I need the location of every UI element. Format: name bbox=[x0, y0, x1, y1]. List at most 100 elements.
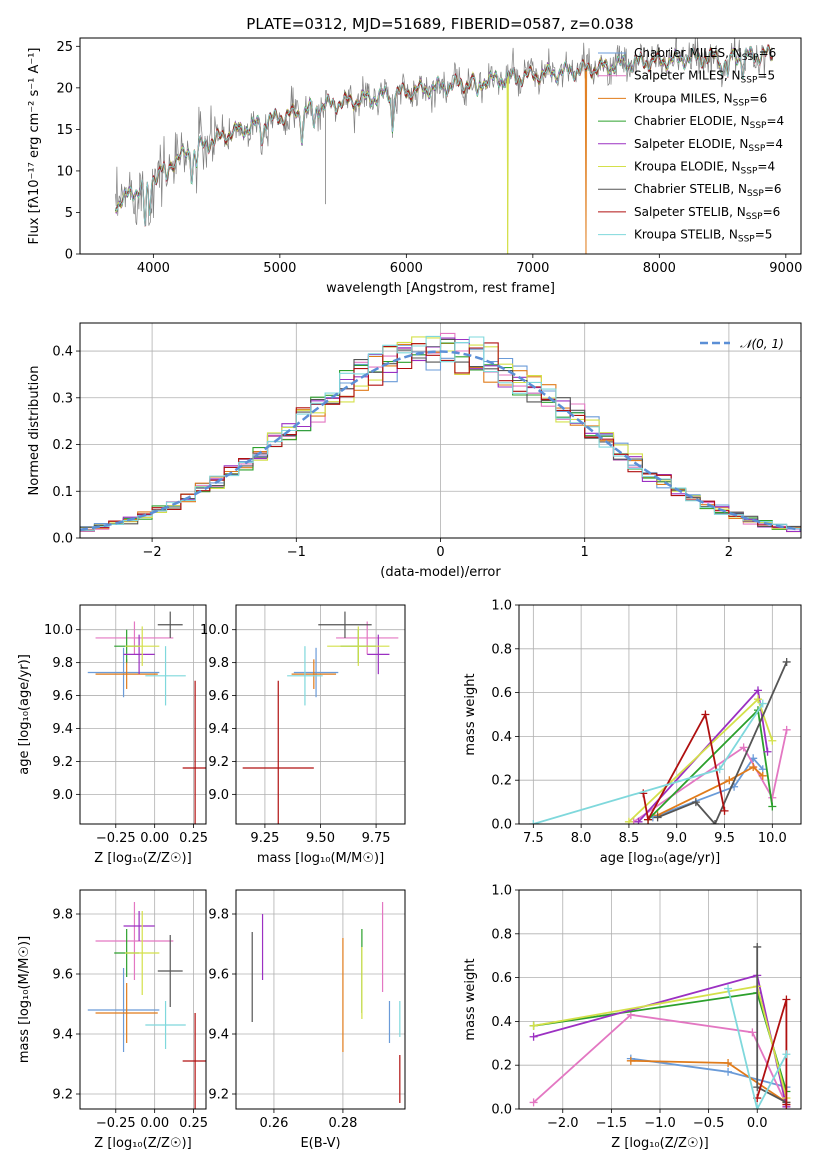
x-tick-label: 1 bbox=[581, 545, 589, 560]
axes-frame bbox=[518, 889, 802, 1110]
x-tick-label: 9.5 bbox=[714, 831, 735, 846]
axes-frame bbox=[79, 604, 207, 825]
y-axis-label: mass [log₁₀(M/M☉)] bbox=[17, 936, 32, 1063]
y-tick-label: 9.6 bbox=[208, 689, 229, 704]
weight-marker bbox=[753, 686, 762, 695]
x-tick-label: 9.0 bbox=[666, 831, 687, 846]
x-axis-label: Z [log₁₀(Z/Z☉)] bbox=[611, 1136, 708, 1151]
legend-label: Kroupa MILES, NSSP=6 bbox=[634, 91, 767, 108]
weight-marker bbox=[768, 802, 777, 811]
plot-area-weight-vs-Z bbox=[529, 942, 791, 1109]
y-tick-label: 9.2 bbox=[52, 755, 73, 770]
axes-frame bbox=[79, 37, 802, 255]
x-tick-label: 0.00 bbox=[140, 831, 169, 846]
y-tick-label: 0.1 bbox=[52, 485, 73, 500]
plot-area-residuals bbox=[80, 332, 801, 533]
x-tick-label: 2 bbox=[725, 545, 733, 560]
y-tick-label: 9.8 bbox=[52, 656, 73, 671]
y-tick-label: 9.4 bbox=[208, 722, 229, 737]
axes-residuals: −2 −1 0 1 2 0.0 0.1 0.2 0.3 0.4 (data-model)/error… bbox=[27, 322, 802, 580]
axes-mass-vs-Z: −0.25 0.00 0.25 9.2 9.4 9.6 9.8 Z [log₁₀(Z/Z☉)]… bbox=[17, 889, 208, 1151]
legend-label: Chabrier STELIB, NSSP=6 bbox=[634, 182, 782, 199]
y-tick-label: 0.4 bbox=[52, 345, 73, 360]
weight-marker bbox=[653, 813, 662, 822]
y-tick-label: 20 bbox=[56, 81, 73, 96]
axes-frame bbox=[79, 889, 207, 1110]
axes-weight-vs-Z: −2.0 −1.5 −1.0 −0.5 0.0 0.0 0.2 0.4 0.6 0.8 1.0 Z [… bbox=[463, 884, 802, 1151]
y-axis-label: Flux [fλ10⁻¹⁷ erg cm⁻² s⁻¹ A⁻¹] bbox=[27, 48, 42, 245]
x-tick-label: 0.25 bbox=[179, 831, 208, 846]
y-tick-label: 0.3 bbox=[52, 391, 73, 406]
axes-frame bbox=[235, 604, 406, 825]
y-tick-label: 9.6 bbox=[52, 689, 73, 704]
y-axis-label: age [log₁₀(age/yr)] bbox=[17, 654, 32, 775]
legend-label: Salpeter MILES, NSSP=5 bbox=[634, 69, 775, 86]
y-tick-label: 9.8 bbox=[52, 908, 73, 923]
weight-marker bbox=[626, 1056, 635, 1065]
axes-frame bbox=[79, 322, 802, 539]
weight-marker bbox=[782, 1050, 791, 1059]
x-axis-label: mass [log₁₀(M/M☉)] bbox=[257, 851, 384, 866]
x-tick-label: 0.25 bbox=[179, 1116, 208, 1131]
weight-line-salpeter-stelib bbox=[642, 711, 726, 823]
y-tick-label: 9.2 bbox=[208, 1088, 229, 1103]
plot-area-age-vs-mass bbox=[242, 611, 399, 824]
x-tick-label: 9.25 bbox=[250, 831, 279, 846]
y-tick-label: 9.4 bbox=[208, 1028, 229, 1043]
y-axis-label: mass weight bbox=[463, 673, 478, 755]
y-tick-label: 0.0 bbox=[52, 532, 73, 547]
weight-line-salpeter-miles bbox=[532, 1013, 788, 1105]
legend-label: 𝒩(0, 1) bbox=[740, 337, 784, 351]
y-tick-label: 9.0 bbox=[208, 788, 229, 803]
weight-marker bbox=[763, 747, 772, 756]
x-tick-label: −1.0 bbox=[644, 1116, 676, 1131]
weight-marker bbox=[725, 776, 734, 785]
legend: 𝒩(0, 1) bbox=[700, 337, 784, 351]
weight-marker bbox=[782, 725, 791, 734]
y-tick-label: 9.8 bbox=[208, 656, 229, 671]
weight-marker bbox=[724, 984, 733, 993]
x-tick-label: −0.25 bbox=[96, 1116, 136, 1131]
y-tick-label: 9.2 bbox=[52, 1088, 73, 1103]
y-tick-label: 9.2 bbox=[208, 755, 229, 770]
y-tick-label: 0.8 bbox=[491, 927, 512, 942]
x-axis-label: age [log₁₀(age/yr)] bbox=[600, 851, 721, 866]
weight-marker bbox=[782, 995, 791, 1004]
axes-age-vs-mass: 9.25 9.50 9.75 9.0 9.2 9.4 9.6 9.8 10.0 mass [log… bbox=[200, 604, 406, 866]
axes-spectrum: 4000 5000 6000 7000 8000 9000 0 5 10 15 20 25 wavele… bbox=[27, 37, 802, 296]
weight-marker bbox=[753, 942, 762, 951]
y-tick-label: 0.4 bbox=[491, 1015, 512, 1030]
y-axis-label: Normed distribution bbox=[27, 366, 42, 496]
figure-title: PLATE=0312, MJD=51689, FIBERID=0587, z=0… bbox=[246, 15, 633, 33]
y-tick-label: 5 bbox=[65, 206, 73, 221]
plot-layer: 4000 5000 6000 7000 8000 90000510152025wavele… bbox=[17, 37, 802, 1151]
x-axis-label: E(B-V) bbox=[300, 1136, 340, 1151]
plot-area-mass-vs-Z bbox=[87, 902, 206, 1109]
x-tick-label: 4000 bbox=[137, 261, 170, 276]
axes-weight-vs-age: 7.5 8.0 8.5 9.0 9.5 10.0 0.0 0.2 0.4 0.6 0.8 1.0 age… bbox=[463, 599, 802, 866]
x-tick-label: −2 bbox=[143, 545, 162, 560]
legend-label: Salpeter STELIB, NSSP=6 bbox=[634, 205, 780, 222]
y-tick-label: 10.0 bbox=[200, 623, 229, 638]
x-tick-label: 0.00 bbox=[140, 1116, 169, 1131]
axes-frame bbox=[518, 604, 802, 825]
y-tick-label: 9.6 bbox=[52, 968, 73, 983]
weight-marker bbox=[782, 657, 791, 666]
x-tick-label: 0.28 bbox=[328, 1116, 357, 1131]
y-tick-label: 0.8 bbox=[491, 642, 512, 657]
x-tick-label: 0 bbox=[436, 545, 444, 560]
y-tick-label: 9.8 bbox=[208, 908, 229, 923]
weight-marker bbox=[691, 798, 700, 807]
weight-marker bbox=[644, 815, 653, 824]
y-tick-label: 0.6 bbox=[491, 686, 512, 701]
x-tick-label: −1.5 bbox=[596, 1116, 628, 1131]
weight-marker bbox=[529, 1021, 538, 1030]
x-tick-label: −1 bbox=[287, 545, 306, 560]
x-tick-label: 9.50 bbox=[306, 831, 335, 846]
y-tick-label: 15 bbox=[56, 123, 73, 138]
y-tick-label: 25 bbox=[56, 40, 73, 55]
x-tick-label: −0.25 bbox=[96, 831, 136, 846]
y-axis-label: mass weight bbox=[463, 958, 478, 1040]
weight-marker bbox=[782, 1100, 791, 1109]
